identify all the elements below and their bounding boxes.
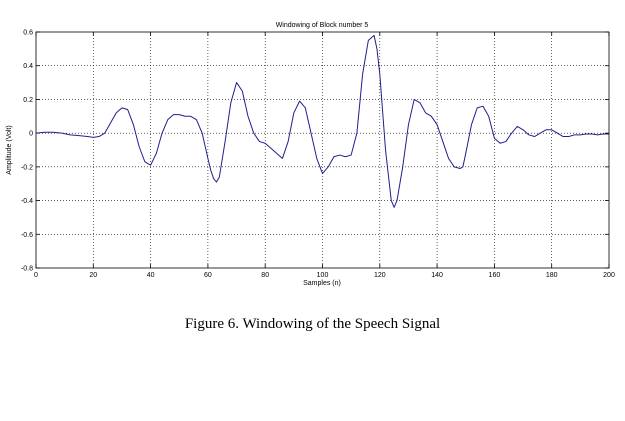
- y-tick-label: -0.4: [21, 198, 33, 205]
- x-axis-label: Samples (n): [303, 280, 341, 287]
- x-tick-label: 60: [204, 272, 212, 279]
- y-tick-label: -0.2: [21, 164, 33, 171]
- x-tick-label: 140: [431, 272, 443, 279]
- figure-caption: Figure 6. Windowing of the Speech Signal: [184, 316, 441, 332]
- y-tick-label: 0.2: [23, 97, 33, 104]
- y-tick-label: -0.6: [21, 232, 33, 239]
- y-tick-label: 0.4: [23, 63, 33, 70]
- x-tick-label: 40: [147, 272, 155, 279]
- y-axis-label: Amplitude (Volt): [6, 125, 13, 174]
- x-tick-label: 200: [603, 272, 615, 279]
- grid: [36, 32, 609, 268]
- series-line: [35, 34, 609, 208]
- x-tick-label: 80: [261, 272, 269, 279]
- axis-ticks: 0 20 40 60 80 100 120 140 160 180 200 -0.8 -0.6 -0.4 -…: [21, 30, 615, 280]
- x-tick-label: 180: [546, 272, 558, 279]
- y-tick-label: 0.6: [23, 30, 33, 37]
- x-tick-label: 0: [34, 272, 38, 279]
- chart: Windowing of Block number 5 0 20 40 60 80 100…: [6, 22, 615, 287]
- x-tick-label: 20: [89, 272, 97, 279]
- y-tick-label: -0.8: [21, 266, 33, 273]
- chart-title: Windowing of Block number 5: [276, 22, 369, 29]
- y-tick-label: 0: [29, 131, 33, 138]
- x-tick-label: 120: [374, 272, 386, 279]
- x-tick-label: 100: [317, 272, 329, 279]
- x-tick-label: 160: [489, 272, 501, 279]
